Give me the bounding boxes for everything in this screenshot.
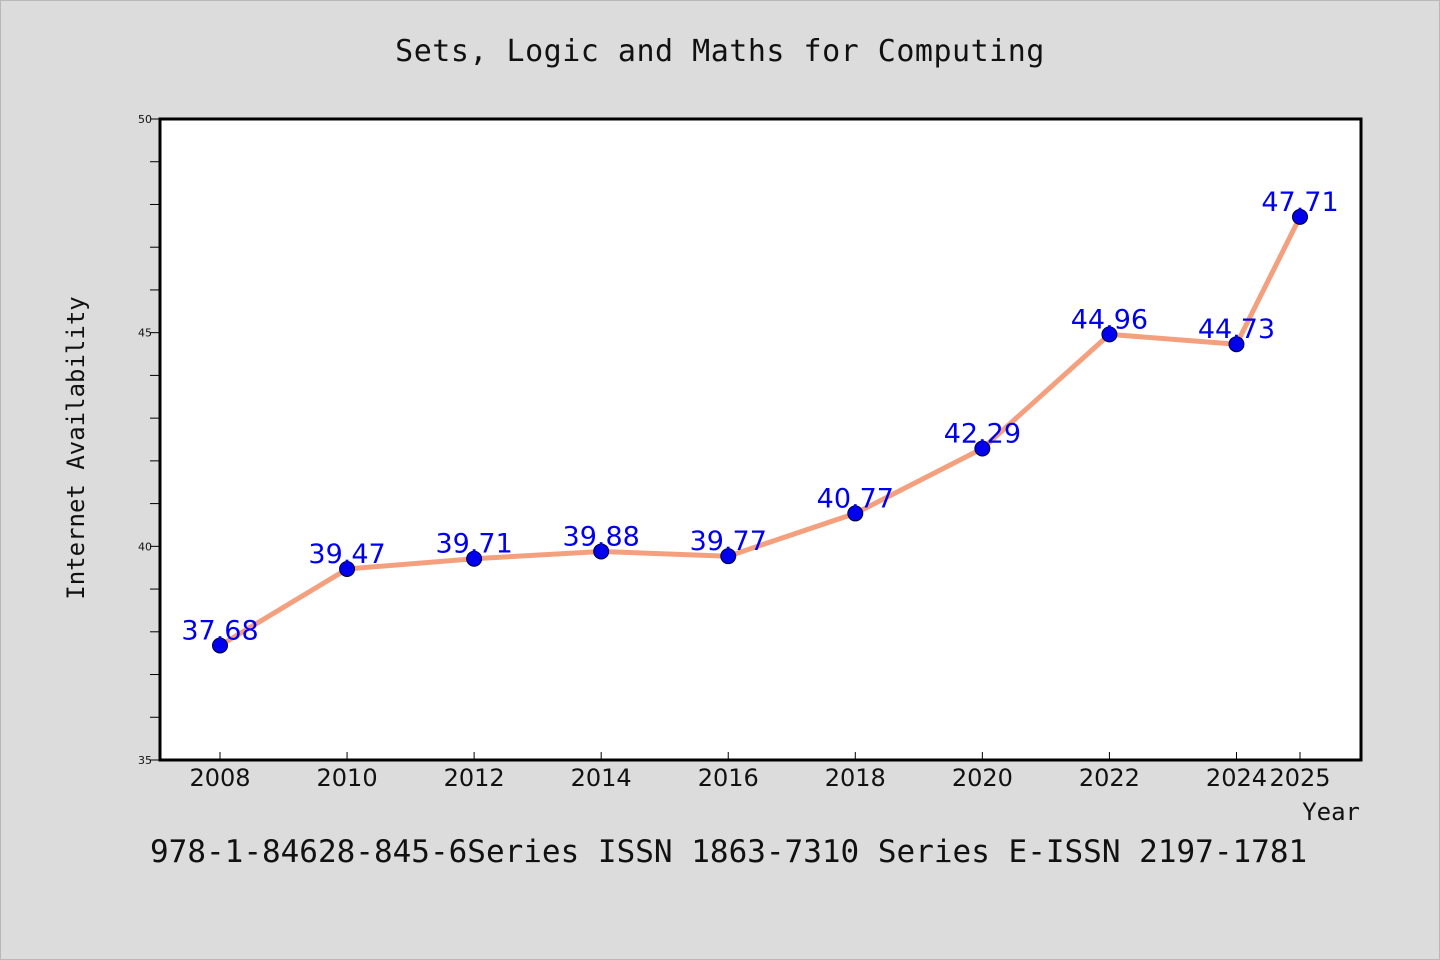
x-tick-label: 2010 xyxy=(317,764,378,792)
x-axis-label: Year xyxy=(1302,798,1360,826)
data-point-marker xyxy=(974,440,991,457)
y-tick-label: 50 xyxy=(138,113,152,126)
y-tick-label: 40 xyxy=(138,540,152,553)
chart-title: Sets, Logic and Maths for Computing xyxy=(395,34,1045,69)
plot-area xyxy=(158,117,1363,762)
x-tick-label: 2014 xyxy=(571,764,632,792)
data-point-label: 39.88 xyxy=(563,521,640,552)
x-tick-label: 2022 xyxy=(1079,764,1140,792)
data-points xyxy=(212,208,1308,654)
x-tick-label: 2024 xyxy=(1206,764,1267,792)
data-point-label: 44.73 xyxy=(1198,314,1275,345)
data-point-label: 42.29 xyxy=(944,418,1021,449)
x-tick-label: 2008 xyxy=(189,764,250,792)
data-point-marker xyxy=(212,637,228,654)
data-point-marker xyxy=(466,550,483,567)
data-point-marker xyxy=(593,543,610,560)
data-point-marker xyxy=(1292,208,1308,225)
data-point-marker xyxy=(720,548,737,565)
y-tick-label: 45 xyxy=(138,327,152,340)
y-axis-label: Internet Availability xyxy=(62,296,90,599)
data-point-marker xyxy=(1101,326,1118,343)
data-point-marker xyxy=(847,505,864,522)
data-point-marker xyxy=(339,560,356,577)
y-tick-label: 35 xyxy=(138,754,152,767)
data-point-label: 37.68 xyxy=(181,615,258,646)
data-point-label: 39.47 xyxy=(308,539,385,570)
data-labels: 37.68 39.47 39.71 39.88 39.77 40.77 42.29 44.96… xyxy=(181,187,1338,647)
series-line xyxy=(217,214,1303,648)
x-tick-label: 2025 xyxy=(1269,764,1330,792)
data-point-label: 44.96 xyxy=(1071,304,1148,335)
data-point-label: 40.77 xyxy=(817,483,894,514)
x-tick-label: 2012 xyxy=(444,764,505,792)
x-tick-label: 2018 xyxy=(825,764,886,792)
isbn-issn-footer: 978-1-84628-845-6Series ISSN 1863-7310 S… xyxy=(150,834,1308,870)
x-tick-label: 2020 xyxy=(952,764,1013,792)
y-axis: 35 40 45 50 xyxy=(138,113,160,767)
data-point-label: 47.71 xyxy=(1261,187,1338,218)
data-point-label: 39.77 xyxy=(690,526,767,557)
x-tick-label: 2016 xyxy=(698,764,759,792)
data-point-marker xyxy=(1228,336,1245,353)
data-point-label: 39.71 xyxy=(435,529,512,560)
x-axis: 2008 2010 2012 2014 2016 2018 2020 2022 2024 2025 xyxy=(189,752,1331,792)
